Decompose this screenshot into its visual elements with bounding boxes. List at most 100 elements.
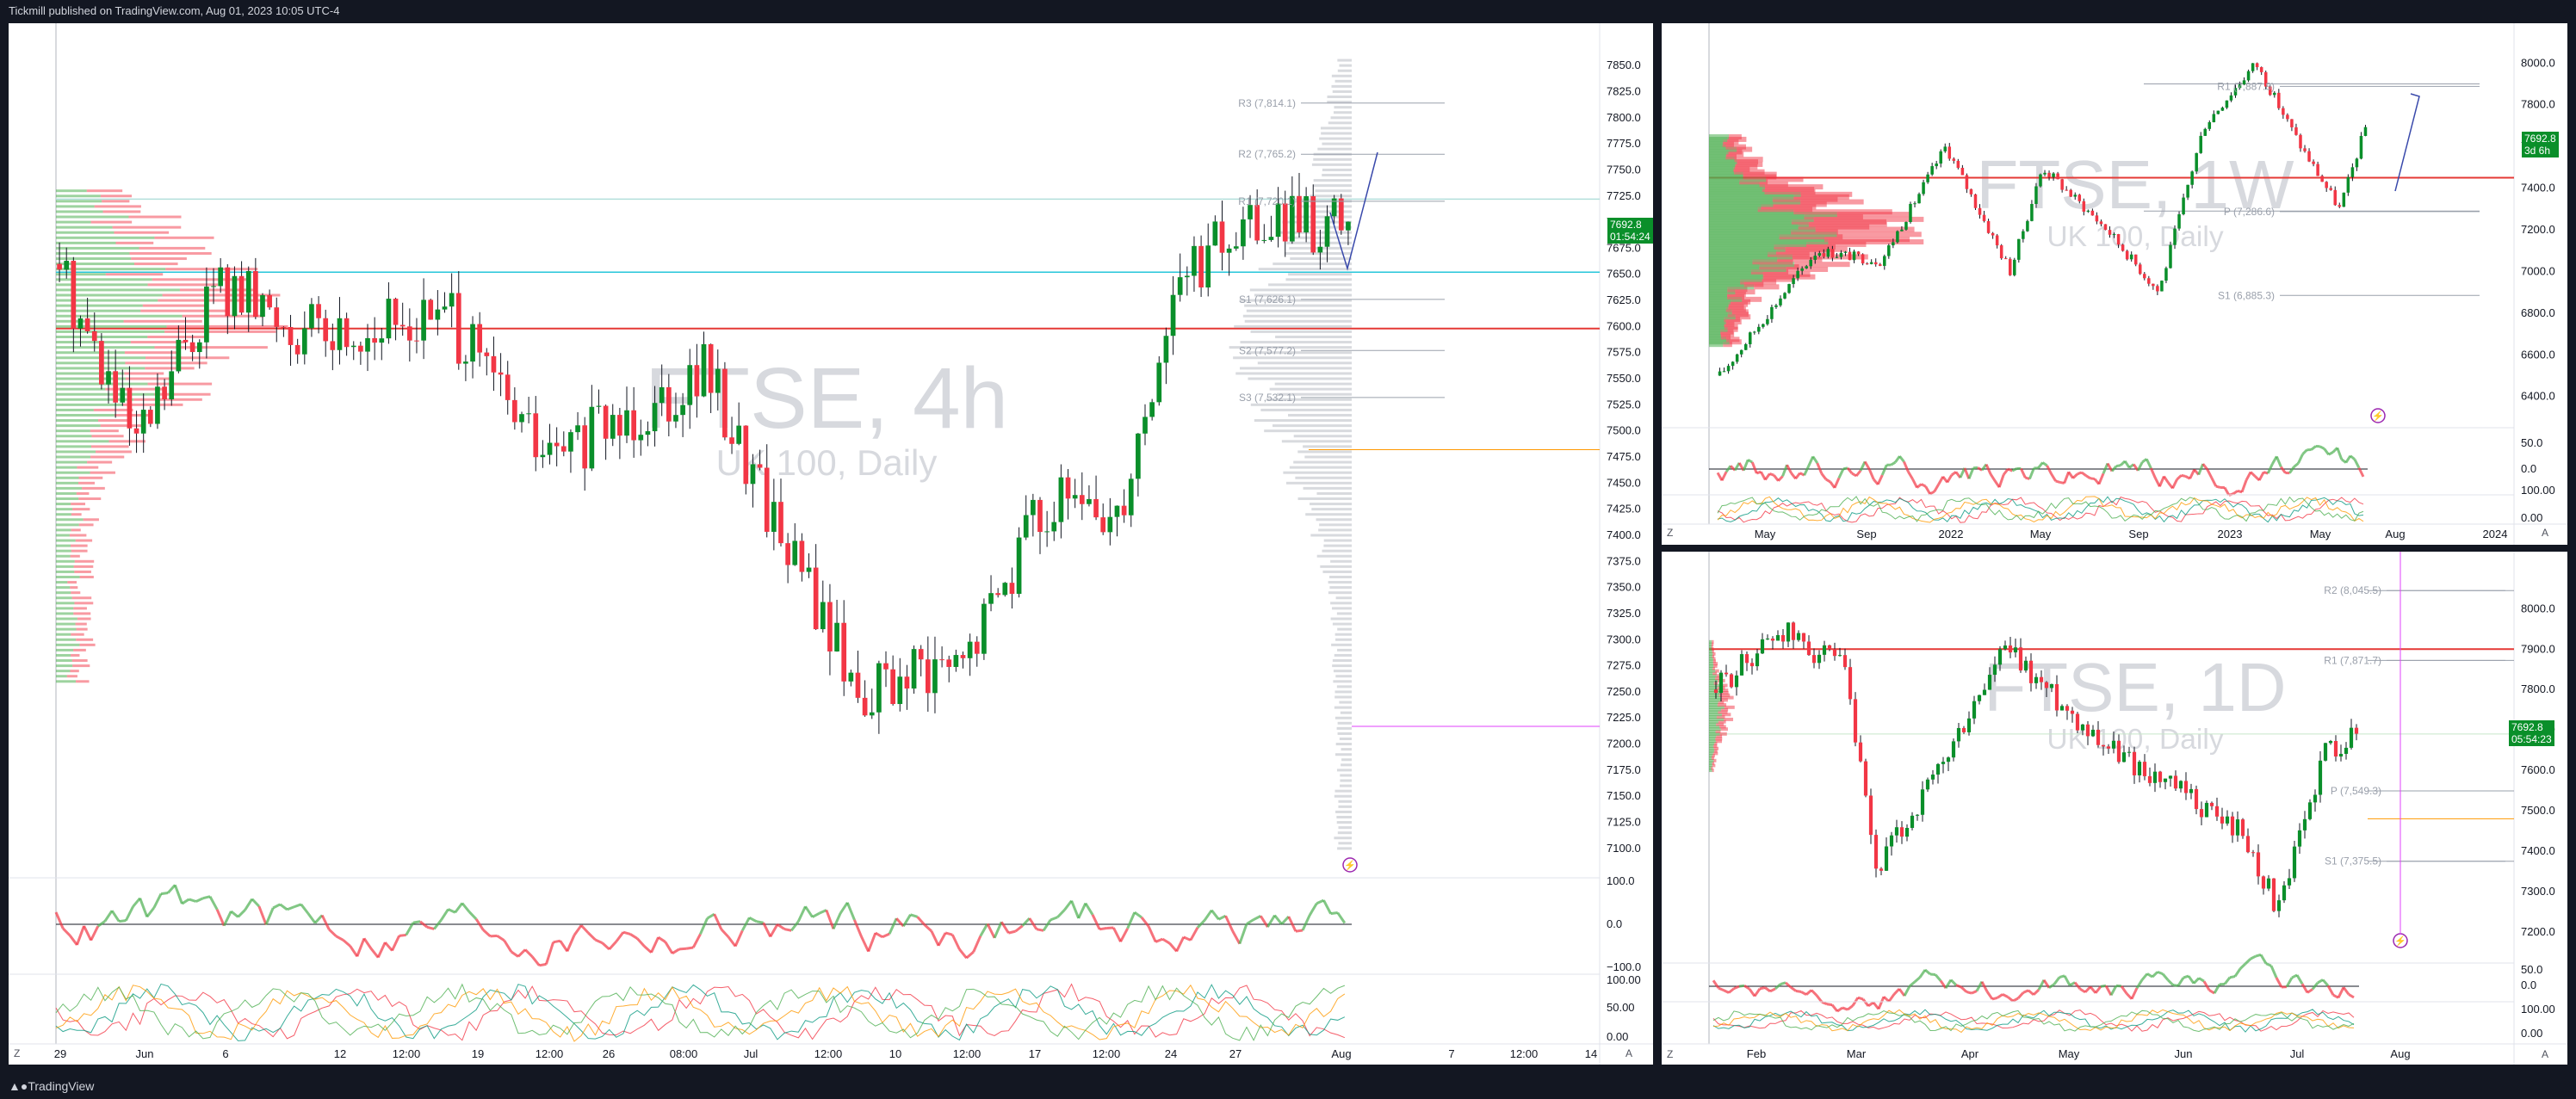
main-session-volume-bar [1330,559,1352,563]
main-volume-profile-bar [105,387,164,391]
auto-scale-z-button[interactable]: Z [14,1047,21,1059]
weekly-candle [1852,251,1856,261]
weekly-candle [1943,146,1947,151]
main-osc1-line [222,911,232,927]
main-volume-profile-bar [56,596,72,600]
main-volume-profile-bar [73,612,91,615]
daily-candle [2209,802,2214,806]
daily-osc1-line [1939,979,1947,990]
weekly-osc1-line [2176,474,2183,481]
daily-candle [2158,771,2163,782]
main-candle [974,641,980,654]
daily-osc1-line [2348,993,2355,999]
main-osc1-line [559,940,569,953]
daily-osc1-line [2275,977,2283,988]
weekly-candle [1796,270,1799,279]
auto-scale-a-button[interactable]: A [1625,1047,1633,1059]
main-session-volume-bar [1336,612,1352,615]
main-osc1-tick: −100.0 [1607,960,1641,973]
main-volume-profile-bar [56,554,71,558]
auto-scale-a-button-weekly[interactable]: A [2542,527,2549,539]
main-candle [855,672,861,698]
tradingview-logo-icon[interactable]: ▲● [9,1079,28,1093]
main-volume-profile-bar [56,341,131,344]
main-session-volume-bar [1337,69,1352,72]
daily-osc1-line [2183,974,2189,979]
daily-candle [2302,818,2307,830]
auto-scale-z-button-weekly[interactable]: Z [1667,527,1674,539]
daily-candle [2235,819,2240,836]
main-session-volume-bar [1332,90,1352,93]
main-volume-profile-bar [56,486,83,490]
daily-volume-profile-bar [1709,647,1712,651]
daily-volume-profile-bar [1719,688,1729,693]
weekly-price-tick: 6400.0 [2521,390,2555,403]
weekly-candle [1873,262,1878,265]
main-candle [463,361,468,364]
main-volume-profile-bar [56,664,73,668]
main-osc1-line [202,895,211,900]
main-volume-profile-bar [56,268,166,271]
daily-time-tick: Mar [1847,1047,1867,1060]
main-lightning-icon-glyph: ⚡ [1344,860,1356,871]
main-session-volume-bar [1330,116,1352,120]
weekly-candle [1982,214,1986,221]
chart-pane-daily[interactable]: FTSE, 1D UK 100, Daily 8000.0 7900.0 7800.0 7… [1662,552,2567,1065]
daily-candle [1806,641,1811,656]
main-volume-profile-bar [56,283,148,287]
weekly-candle [1735,354,1739,362]
main-osc1-line [294,903,302,909]
daily-volume-profile-bar [1724,717,1734,721]
weekly-candle [1822,253,1826,257]
main-volume-profile-bar [56,210,103,213]
weekly-osc1-line [1855,469,1862,477]
main-osc1-line [132,897,141,908]
main-session-volume-bar [1293,460,1352,464]
auto-scale-a-button-daily[interactable]: A [2542,1048,2549,1060]
weekly-candle [1986,220,1991,233]
main-pivot-label: R2 (7,765.2) [1238,148,1296,160]
daily-volume-profile-bar [1709,737,1716,741]
main-candle [743,425,749,485]
weekly-candle [2133,254,2138,265]
daily-osc1-line [2311,981,2319,991]
main-osc2-tick: 100.00 [1607,973,1641,986]
main-osc1-line [762,922,772,938]
main-osc1-line [1070,900,1081,919]
main-time-tick: 29 [54,1047,66,1060]
daily-osc1-line [2198,977,2205,983]
daily-volume-profile-bar [1715,730,1721,734]
main-candle [1065,477,1071,499]
auto-scale-z-button-daily[interactable]: Z [1667,1048,1674,1060]
main-session-volume-bar [1297,450,1352,454]
daily-candle [2183,781,2189,793]
main-session-volume-bar [1285,278,1352,281]
daily-candle [2147,775,2152,783]
weekly-candle [1900,229,1904,232]
main-candle [1254,205,1260,241]
main-session-volume-bar [1340,779,1352,782]
main-volume-profile-bar [56,194,101,198]
main-volume-profile-bar [56,528,71,532]
daily-candle [2328,740,2333,744]
daily-osc1-line [2016,991,2025,999]
main-osc1-line [1253,915,1261,921]
main-volume-profile-bar [56,675,67,678]
weekly-candle [2286,114,2289,120]
main-candle [652,403,658,432]
weekly-candle [1965,175,1969,189]
chart-pane-4h[interactable]: FTSE, 4h UK 100, Daily 7850.0 7825.0 7800.0 7… [9,23,1653,1065]
main-session-volume-bar [1329,586,1352,590]
main-candle [1163,336,1169,363]
main-osc1-line [103,910,114,923]
main-osc1-line [119,919,127,923]
daily-volume-profile-bar [1709,725,1720,729]
main-volume-profile-bar [66,675,77,678]
main-volume-profile-bar [114,231,170,234]
daily-candle [1760,639,1765,654]
main-session-volume-bar [1321,132,1352,135]
